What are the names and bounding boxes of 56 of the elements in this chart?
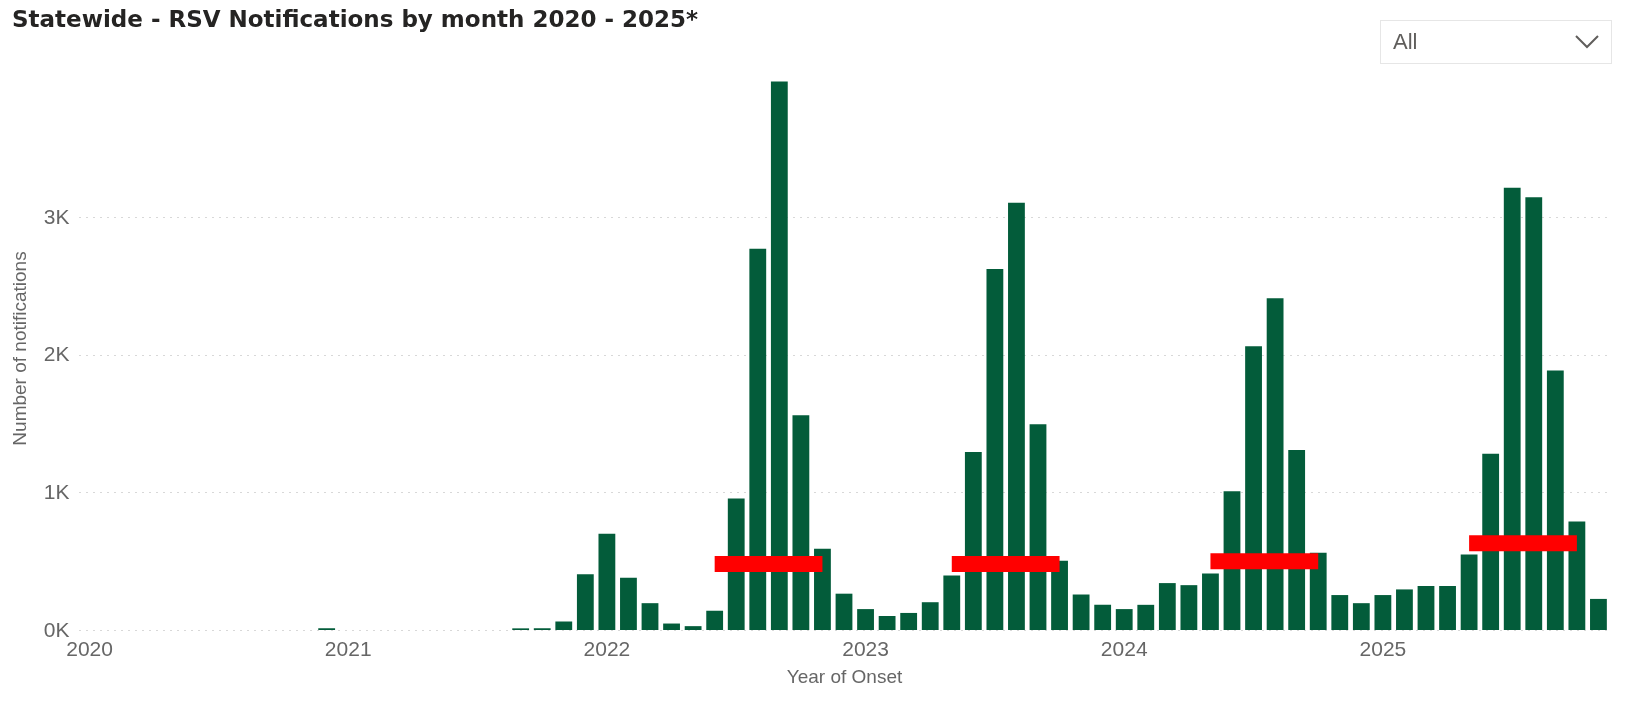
bar — [943, 575, 961, 630]
bar — [1460, 554, 1478, 630]
bar — [921, 602, 939, 630]
bar — [641, 603, 659, 630]
bar — [835, 593, 853, 630]
x-axis-title: Year of Onset — [786, 665, 903, 687]
x-tick-label: 2023 — [842, 636, 889, 660]
bar — [555, 621, 573, 630]
bar — [1288, 449, 1306, 630]
bar — [792, 415, 810, 630]
bar — [1008, 202, 1025, 630]
bar — [1158, 583, 1176, 630]
bar — [1546, 370, 1564, 630]
bar — [1396, 589, 1413, 630]
bar — [986, 268, 1004, 630]
bar — [1051, 560, 1068, 630]
x-tick-label: 2022 — [583, 636, 631, 660]
bar — [1094, 604, 1112, 630]
y-tick-label: 3K — [43, 204, 70, 228]
bar — [900, 612, 918, 630]
y-tick-label: 1K — [43, 479, 70, 503]
bar — [857, 609, 874, 630]
bar — [706, 610, 724, 630]
x-tick-label: 2021 — [324, 636, 372, 660]
bar — [1503, 187, 1521, 630]
bar — [1115, 609, 1133, 630]
bar — [1568, 521, 1586, 630]
bar — [1417, 585, 1435, 630]
bar — [620, 577, 637, 630]
bar — [878, 615, 896, 630]
bar — [1525, 197, 1543, 630]
bar — [684, 626, 702, 630]
bar — [1439, 585, 1456, 630]
chart-title: Statewide - RSV Notifications by month 2020 - 2025* — [12, 6, 698, 32]
x-tick-label: 2024 — [1100, 636, 1148, 660]
bar — [598, 533, 616, 630]
bar — [1072, 594, 1090, 630]
x-tick-label: 2025 — [1359, 636, 1407, 660]
bar — [749, 248, 767, 630]
bar — [1309, 552, 1327, 630]
bar — [1590, 598, 1607, 630]
bar — [1202, 573, 1219, 630]
bar — [1352, 603, 1370, 630]
bar — [1137, 604, 1155, 630]
bar — [663, 623, 680, 630]
bar — [1245, 346, 1262, 630]
bar — [1374, 595, 1392, 630]
bar — [1266, 298, 1284, 630]
bar — [814, 548, 831, 630]
bar — [1180, 585, 1198, 630]
dropdown-field: All — [1380, 20, 1612, 64]
y-tick-label: 2K — [43, 342, 70, 366]
bar — [576, 574, 594, 630]
bar — [770, 81, 788, 630]
bar — [1331, 595, 1349, 630]
y-axis-title: Number of notifications — [8, 251, 30, 446]
